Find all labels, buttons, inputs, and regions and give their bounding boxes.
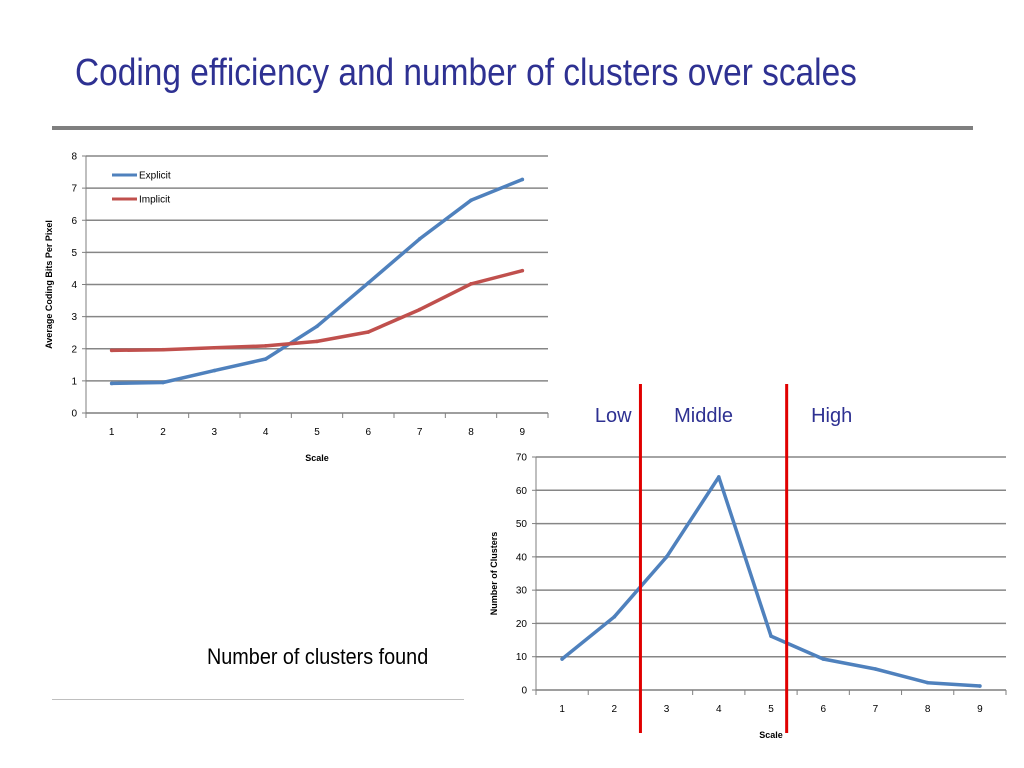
chart2-y-tick-label: 10 [516, 652, 528, 663]
chart1-implicit-point [520, 268, 525, 273]
chart1-explicit-point [161, 380, 165, 385]
chart1-implicit-point [161, 347, 165, 352]
chart1-x-tick-label: 1 [109, 427, 115, 438]
chart1-y-tick-label: 8 [71, 152, 77, 163]
chart1-x-tick-label: 8 [468, 427, 474, 438]
chart2-x-tick-label: 9 [977, 704, 983, 715]
chart2-y-tick-label: 50 [516, 519, 528, 530]
chart1-x-tick-label: 5 [314, 427, 320, 438]
chart1-implicit-point [315, 339, 319, 344]
page-title: Coding efficiency and number of clusters… [75, 52, 857, 94]
legend-explicit-label: Explicit [139, 171, 171, 182]
chart1-y-tick-label: 2 [71, 344, 77, 355]
high-region-label: High [811, 405, 852, 427]
chart1-x-tick-label: 4 [263, 427, 269, 438]
chart1-x-tick-label: 7 [417, 427, 423, 438]
chart1-explicit-line [109, 177, 525, 386]
chart1-y-tick-label: 6 [71, 216, 77, 227]
clusters-chart: 0 10 20 30 40 50 60 70 1 2 3 4 5 6 7 8 9 Scale Number of C… [489, 384, 1007, 740]
chart1-y-tick-label: 7 [71, 184, 77, 195]
chart2-series-point [925, 680, 930, 685]
chart2-series-point [821, 657, 826, 661]
chart1-y-tick-label: 3 [71, 312, 77, 323]
chart1-implicit-point [263, 344, 268, 348]
chart1-explicit-point [469, 198, 473, 203]
bottom-divider [52, 699, 464, 700]
chart2-x-tick-label: 7 [873, 704, 879, 715]
chart1-explicit-point [520, 177, 525, 182]
caption: Number of clusters found [207, 644, 429, 669]
chart1-explicit-point [315, 324, 319, 329]
coding-bits-chart: 0 1 2 3 4 5 6 7 8 1 2 3 4 5 6 7 8 9 Scale Average Coding Bi… [44, 152, 549, 463]
legend-implicit-label: Implicit [139, 195, 170, 206]
chart1-explicit-point [109, 381, 114, 386]
chart1-implicit-point [109, 348, 114, 353]
chart1-y-axis-title: Average Coding Bits Per Pixel [44, 220, 54, 349]
chart1-implicit-point [366, 330, 371, 334]
chart2-series-point [716, 475, 721, 479]
chart1-x-tick-label: 9 [520, 427, 526, 438]
chart2-x-axis-title: Scale [759, 730, 783, 740]
chart1-explicit-point [212, 368, 217, 373]
chart2-x-tick-label: 1 [559, 704, 565, 715]
chart1-y-tick-label: 4 [71, 280, 77, 291]
chart1-explicit-point [263, 357, 268, 361]
chart2-y-tick-label: 0 [521, 686, 527, 697]
chart1-x-tick-label: 2 [160, 427, 166, 438]
chart1-x-axis-title: Scale [305, 453, 329, 463]
chart2-y-tick-label: 70 [516, 453, 528, 464]
chart2-series-point [560, 657, 564, 661]
low-region-label: Low [595, 405, 632, 427]
middle-region-label: Middle [674, 405, 733, 427]
chart2-series-point [612, 614, 617, 619]
chart1-explicit-point [366, 281, 371, 285]
chart1-x-tick-label: 3 [212, 427, 218, 438]
chart1-x-tick-label: 6 [366, 427, 372, 438]
chart2-series-point [664, 555, 669, 559]
chart2-series-point [978, 684, 982, 688]
chart1-implicit-point [469, 282, 473, 286]
chart2-series-point [873, 667, 878, 671]
chart2-y-tick-label: 20 [516, 619, 528, 630]
chart2-x-tick-label: 3 [664, 704, 670, 715]
chart1-y-tick-label: 5 [71, 248, 77, 259]
chart1-implicit-line [109, 268, 525, 353]
chart1-implicit-point [417, 307, 422, 312]
chart2-x-tick-label: 2 [612, 704, 618, 715]
chart1-implicit-point [212, 345, 217, 350]
chart2-series-point [769, 634, 773, 638]
chart2-x-tick-label: 5 [768, 704, 774, 715]
chart2-x-tick-label: 6 [820, 704, 826, 715]
chart2-y-tick-label: 60 [516, 486, 528, 497]
chart1-explicit-point [417, 237, 422, 241]
chart2-x-tick-label: 4 [716, 704, 722, 715]
chart1-y-tick-label: 1 [71, 376, 77, 387]
chart2-series-line [560, 475, 982, 688]
title-divider [52, 126, 973, 130]
chart1-y-tick-label: 0 [71, 409, 77, 420]
chart2-x-tick-label: 8 [925, 704, 931, 715]
chart2-y-tick-label: 30 [516, 586, 528, 597]
chart2-y-axis-title: Number of Clusters [489, 532, 499, 616]
chart2-y-tick-label: 40 [516, 552, 528, 563]
